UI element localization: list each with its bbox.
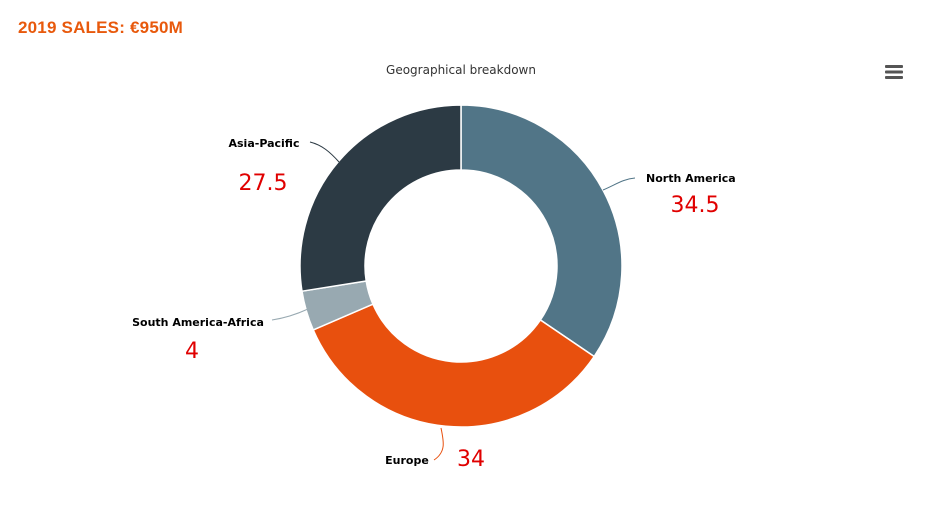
donut-slices [299,104,623,428]
hamburger-menu-icon[interactable] [880,60,908,84]
category-label-asia-pacific: Asia-Pacific [229,137,300,150]
category-label-south-america-africa: South America-Africa [132,316,264,329]
connector-asia-pacific [309,141,340,163]
value-label-europe: 34 [457,447,485,472]
slice-asia-pacific[interactable] [299,104,462,293]
value-label-north-america: 34.5 [671,193,720,218]
connector-north-america [602,177,636,191]
data-labels: North America 34.5 Europe 34 South America-A… [132,137,736,472]
slice-europe[interactable] [312,303,596,428]
connector-south-america-africa [271,308,309,321]
label-connectors [271,141,636,461]
category-label-north-america: North America [646,172,736,185]
category-label-europe: Europe [385,454,429,467]
page-title: 2019 SALES: €950M [18,18,183,37]
value-label-south-america-africa: 4 [185,339,199,364]
value-label-asia-pacific: 27.5 [239,171,288,196]
connector-europe [433,427,444,461]
slice-north-america[interactable] [460,104,623,358]
chart-title: Geographical breakdown [386,63,536,77]
